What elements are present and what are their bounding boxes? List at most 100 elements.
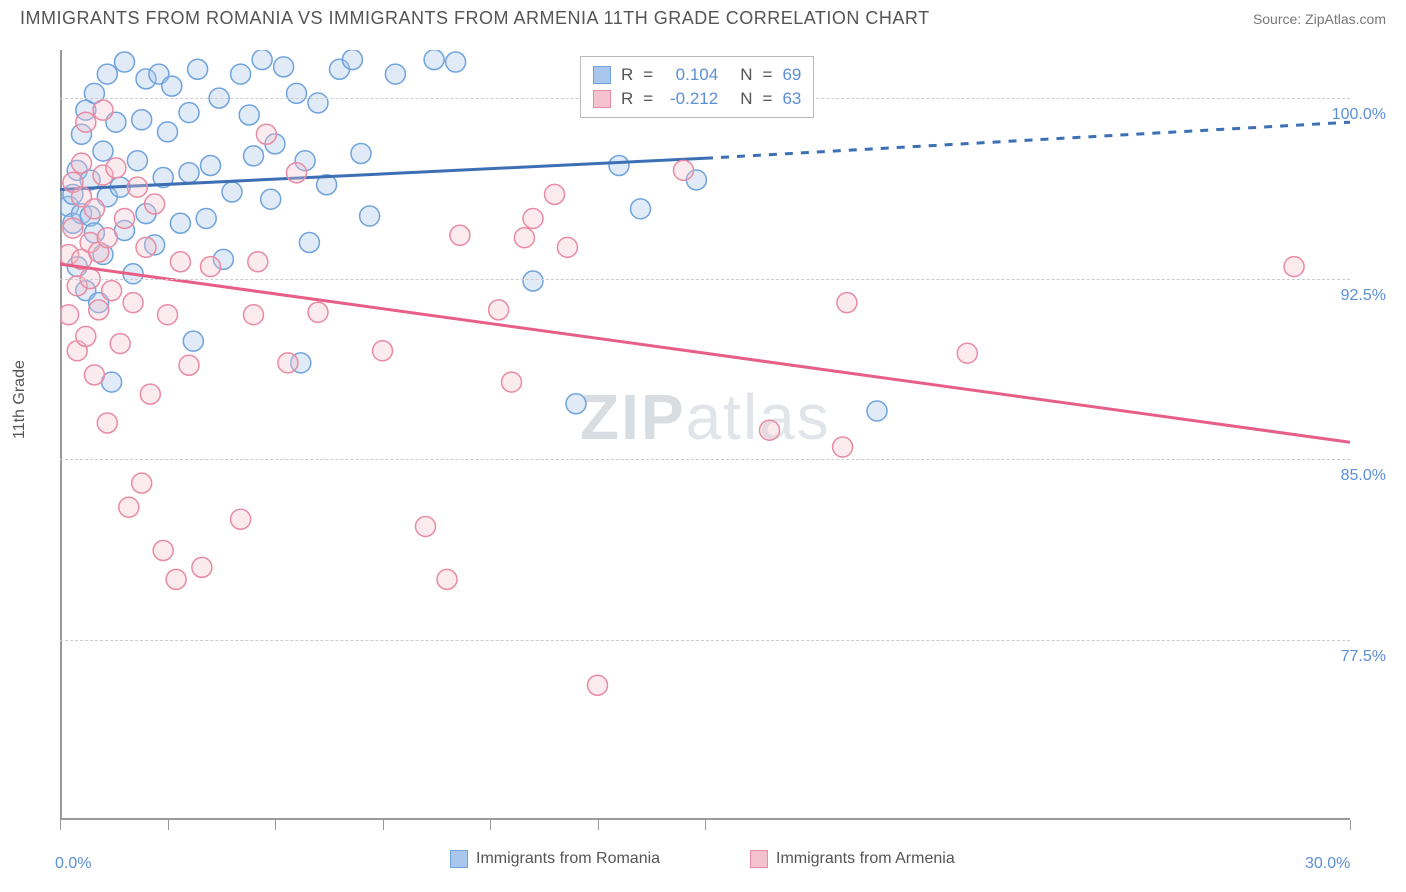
data-point [84, 199, 104, 219]
legend-item-series-2: Immigrants from Armenia [750, 850, 955, 868]
data-point [222, 182, 242, 202]
data-point [523, 208, 543, 228]
data-point [278, 353, 298, 373]
data-point [631, 199, 651, 219]
data-point [162, 76, 182, 96]
data-point [514, 228, 534, 248]
stats-legend: R = 0.104 N = 69 R = -0.212 N = 63 [580, 56, 814, 118]
data-point [76, 326, 96, 346]
data-point [196, 208, 216, 228]
data-point [450, 225, 470, 245]
data-point [360, 206, 380, 226]
data-point [183, 331, 203, 351]
x-tick [490, 820, 491, 830]
data-point [502, 372, 522, 392]
data-point [179, 355, 199, 375]
data-point [256, 124, 276, 144]
x-tick [168, 820, 169, 830]
x-tick [383, 820, 384, 830]
data-point [231, 64, 251, 84]
data-point [837, 293, 857, 313]
data-point [201, 156, 221, 176]
data-point [867, 401, 887, 421]
legend-swatch-2 [750, 850, 768, 868]
data-point [127, 151, 147, 171]
regression-line-extrapolated [705, 122, 1350, 158]
data-point [261, 189, 281, 209]
gridline [60, 640, 1350, 641]
data-point [545, 184, 565, 204]
data-point [179, 163, 199, 183]
x-tick [1350, 820, 1351, 830]
data-point [170, 252, 190, 272]
data-point [248, 252, 268, 272]
data-point [489, 300, 509, 320]
data-point [72, 153, 92, 173]
data-point [127, 177, 147, 197]
data-point [437, 569, 457, 589]
data-point [287, 163, 307, 183]
data-point [231, 509, 251, 529]
data-point [97, 413, 117, 433]
x-tick [705, 820, 706, 830]
data-point [424, 50, 444, 70]
legend-label-2: Immigrants from Armenia [776, 850, 955, 868]
data-point [170, 213, 190, 233]
data-point [97, 228, 117, 248]
data-point [760, 420, 780, 440]
data-point [566, 394, 586, 414]
data-point [153, 541, 173, 561]
data-point [132, 110, 152, 130]
data-point [1284, 257, 1304, 277]
stats-row-1: R = 0.104 N = 69 [593, 63, 801, 87]
y-tick-label: 85.0% [1341, 467, 1386, 485]
y-axis-label: 11th Grade [11, 360, 29, 439]
x-max-label: 30.0% [1305, 855, 1350, 873]
data-point [299, 233, 319, 253]
data-point [158, 122, 178, 142]
data-point [123, 293, 143, 313]
data-point [145, 194, 165, 214]
data-point [97, 64, 117, 84]
legend-label-1: Immigrants from Romania [476, 850, 660, 868]
data-point [76, 112, 96, 132]
data-point [609, 156, 629, 176]
data-point [140, 384, 160, 404]
gridline [60, 279, 1350, 280]
data-point [188, 59, 208, 79]
data-point [110, 334, 130, 354]
data-point [93, 141, 113, 161]
y-tick-label: 92.5% [1341, 287, 1386, 305]
gridline [60, 459, 1350, 460]
data-point [84, 365, 104, 385]
data-point [115, 208, 135, 228]
data-point [239, 105, 259, 125]
data-point [252, 50, 272, 70]
data-point [674, 160, 694, 180]
data-point [957, 343, 977, 363]
data-point [136, 237, 156, 257]
data-point [523, 271, 543, 291]
data-point [385, 64, 405, 84]
data-point [308, 93, 328, 113]
data-point [132, 473, 152, 493]
y-tick-label: 77.5% [1341, 648, 1386, 666]
data-point [351, 143, 371, 163]
data-point [158, 305, 178, 325]
source-label: Source: ZipAtlas.com [1253, 11, 1386, 27]
data-point [244, 305, 264, 325]
data-point [446, 52, 466, 72]
data-point [89, 300, 109, 320]
x-tick [598, 820, 599, 830]
x-tick [60, 820, 61, 830]
data-point [588, 675, 608, 695]
chart-title: IMMIGRANTS FROM ROMANIA VS IMMIGRANTS FR… [20, 8, 930, 29]
regression-line [60, 264, 1350, 442]
data-point [342, 50, 362, 70]
x-min-label: 0.0% [55, 855, 91, 873]
data-point [244, 146, 264, 166]
data-point [416, 516, 436, 536]
data-point [179, 103, 199, 123]
data-point [106, 158, 126, 178]
data-point [274, 57, 294, 77]
